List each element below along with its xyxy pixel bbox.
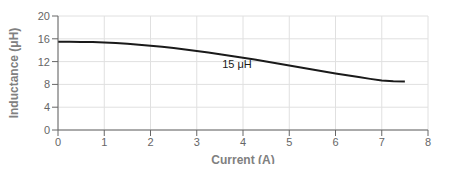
svg-text:8: 8 bbox=[44, 78, 50, 90]
svg-text:6: 6 bbox=[332, 136, 338, 148]
svg-text:15 μH: 15 μH bbox=[222, 58, 252, 70]
svg-text:4: 4 bbox=[44, 101, 50, 113]
svg-text:2: 2 bbox=[147, 136, 153, 148]
svg-text:0: 0 bbox=[55, 136, 61, 148]
svg-text:5: 5 bbox=[286, 136, 292, 148]
svg-text:8: 8 bbox=[425, 136, 431, 148]
svg-text:Inductance (μH): Inductance (μH) bbox=[8, 28, 21, 119]
svg-text:4: 4 bbox=[240, 136, 246, 148]
svg-text:0: 0 bbox=[44, 124, 50, 136]
svg-text:12: 12 bbox=[38, 56, 50, 68]
svg-text:7: 7 bbox=[379, 136, 385, 148]
svg-text:20: 20 bbox=[38, 10, 50, 22]
svg-text:1: 1 bbox=[101, 136, 107, 148]
svg-text:Current (A): Current (A) bbox=[211, 153, 274, 164]
svg-text:16: 16 bbox=[38, 33, 50, 45]
svg-text:3: 3 bbox=[194, 136, 200, 148]
